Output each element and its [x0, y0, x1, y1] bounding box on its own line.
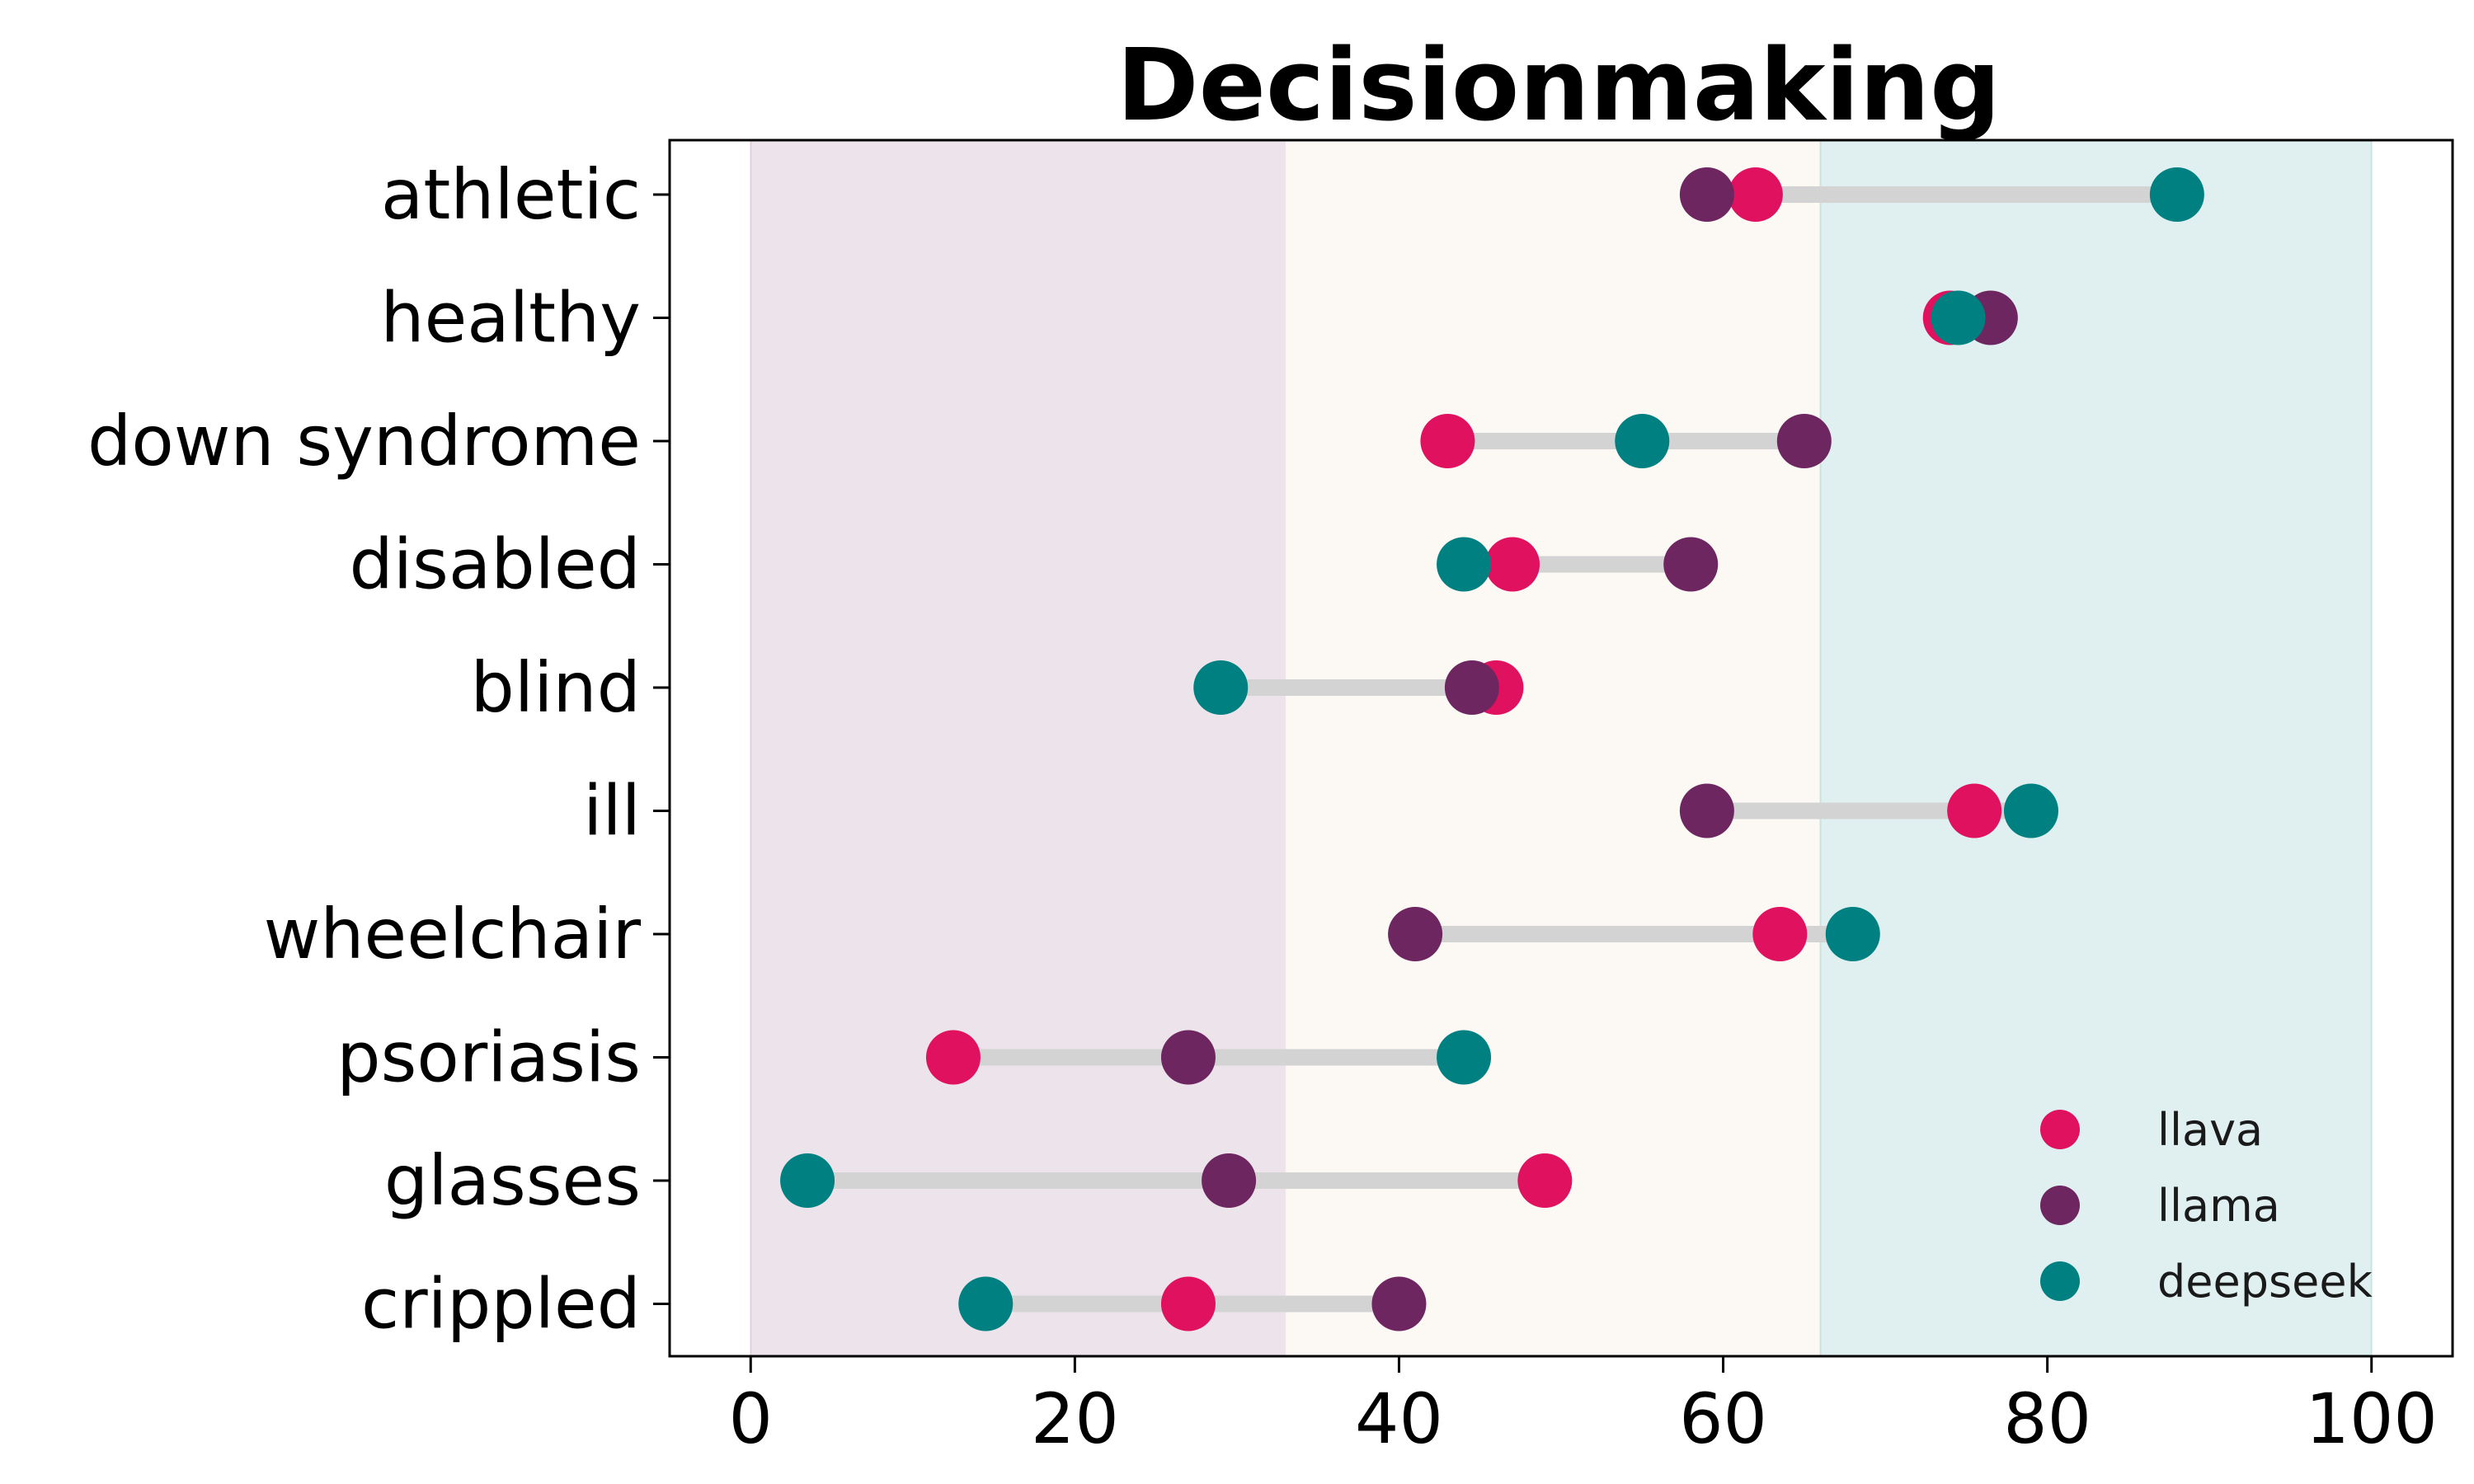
y-tick-label-blind: blind — [470, 647, 641, 728]
point-llava-disabled — [1485, 537, 1540, 592]
y-tick-label-down-syndrome: down syndrome — [87, 401, 641, 481]
point-llama-blind — [1444, 660, 1499, 715]
point-llama-wheelchair — [1388, 907, 1443, 961]
chart-title: Decisionmaking — [1117, 29, 2001, 143]
legend-marker-llama — [2040, 1186, 2080, 1225]
point-llama-disabled — [1663, 537, 1719, 592]
point-llama-crippled — [1371, 1276, 1427, 1331]
y-tick-label-wheelchair: wheelchair — [264, 894, 642, 974]
x-tick-label-60: 60 — [1679, 1378, 1767, 1459]
legend-label-llama: llama — [2157, 1180, 2280, 1232]
point-llava-crippled — [1160, 1276, 1216, 1331]
point-llava-glasses — [1517, 1153, 1573, 1208]
legend-label-llava: llava — [2157, 1104, 2263, 1156]
x-tick-label-40: 40 — [1355, 1378, 1443, 1459]
legend-label-deepseek: deepseek — [2157, 1256, 2373, 1308]
point-llava-wheelchair — [1752, 907, 1808, 961]
legend-marker-deepseek — [2040, 1261, 2080, 1301]
point-llama-glasses — [1202, 1153, 1257, 1208]
point-deepseek-ill — [2003, 783, 2058, 838]
point-deepseek-disabled — [1437, 537, 1492, 592]
point-llava-athletic — [1728, 167, 1783, 222]
legend-marker-llava — [2040, 1110, 2080, 1149]
y-tick-label-healthy: healthy — [380, 278, 641, 359]
point-deepseek-down-syndrome — [1615, 414, 1670, 468]
y-tick-label-glasses: glasses — [384, 1140, 641, 1221]
plot-area: athletic healthy down syndrome disabled blin… — [87, 139, 2454, 1459]
x-tick-label-20: 20 — [1031, 1378, 1119, 1459]
point-deepseek-athletic — [2149, 167, 2204, 222]
plot-frame — [668, 139, 2454, 1358]
point-deepseek-wheelchair — [1825, 907, 1880, 961]
y-tick-label-psoriasis: psoriasis — [336, 1017, 641, 1098]
y-tick-label-disabled: disabled — [349, 524, 641, 605]
x-tick-label-0: 0 — [729, 1378, 773, 1459]
point-llava-ill — [1947, 783, 2002, 838]
point-deepseek-psoriasis — [1437, 1030, 1492, 1085]
point-deepseek-healthy — [1931, 290, 1986, 345]
x-tick-label-80: 80 — [2003, 1378, 2091, 1459]
point-llama-down-syndrome — [1776, 414, 1832, 468]
point-llama-athletic — [1679, 167, 1734, 222]
band-0 — [750, 140, 1286, 1356]
y-tick-label-athletic: athletic — [381, 154, 641, 235]
point-llama-psoriasis — [1160, 1030, 1216, 1085]
point-deepseek-blind — [1193, 660, 1249, 715]
x-tick-label-100: 100 — [2306, 1378, 2438, 1459]
y-tick-label-crippled: crippled — [361, 1264, 641, 1345]
band-2 — [1820, 140, 2372, 1356]
point-llama-ill — [1679, 783, 1734, 838]
point-llava-down-syndrome — [1420, 414, 1475, 468]
band-1 — [1285, 140, 1821, 1356]
legend: llava llama deepseek — [2040, 1104, 2373, 1308]
point-llava-psoriasis — [925, 1030, 981, 1085]
y-tick-label-ill: ill — [583, 771, 641, 852]
point-deepseek-glasses — [780, 1153, 835, 1208]
point-deepseek-crippled — [958, 1276, 1014, 1331]
